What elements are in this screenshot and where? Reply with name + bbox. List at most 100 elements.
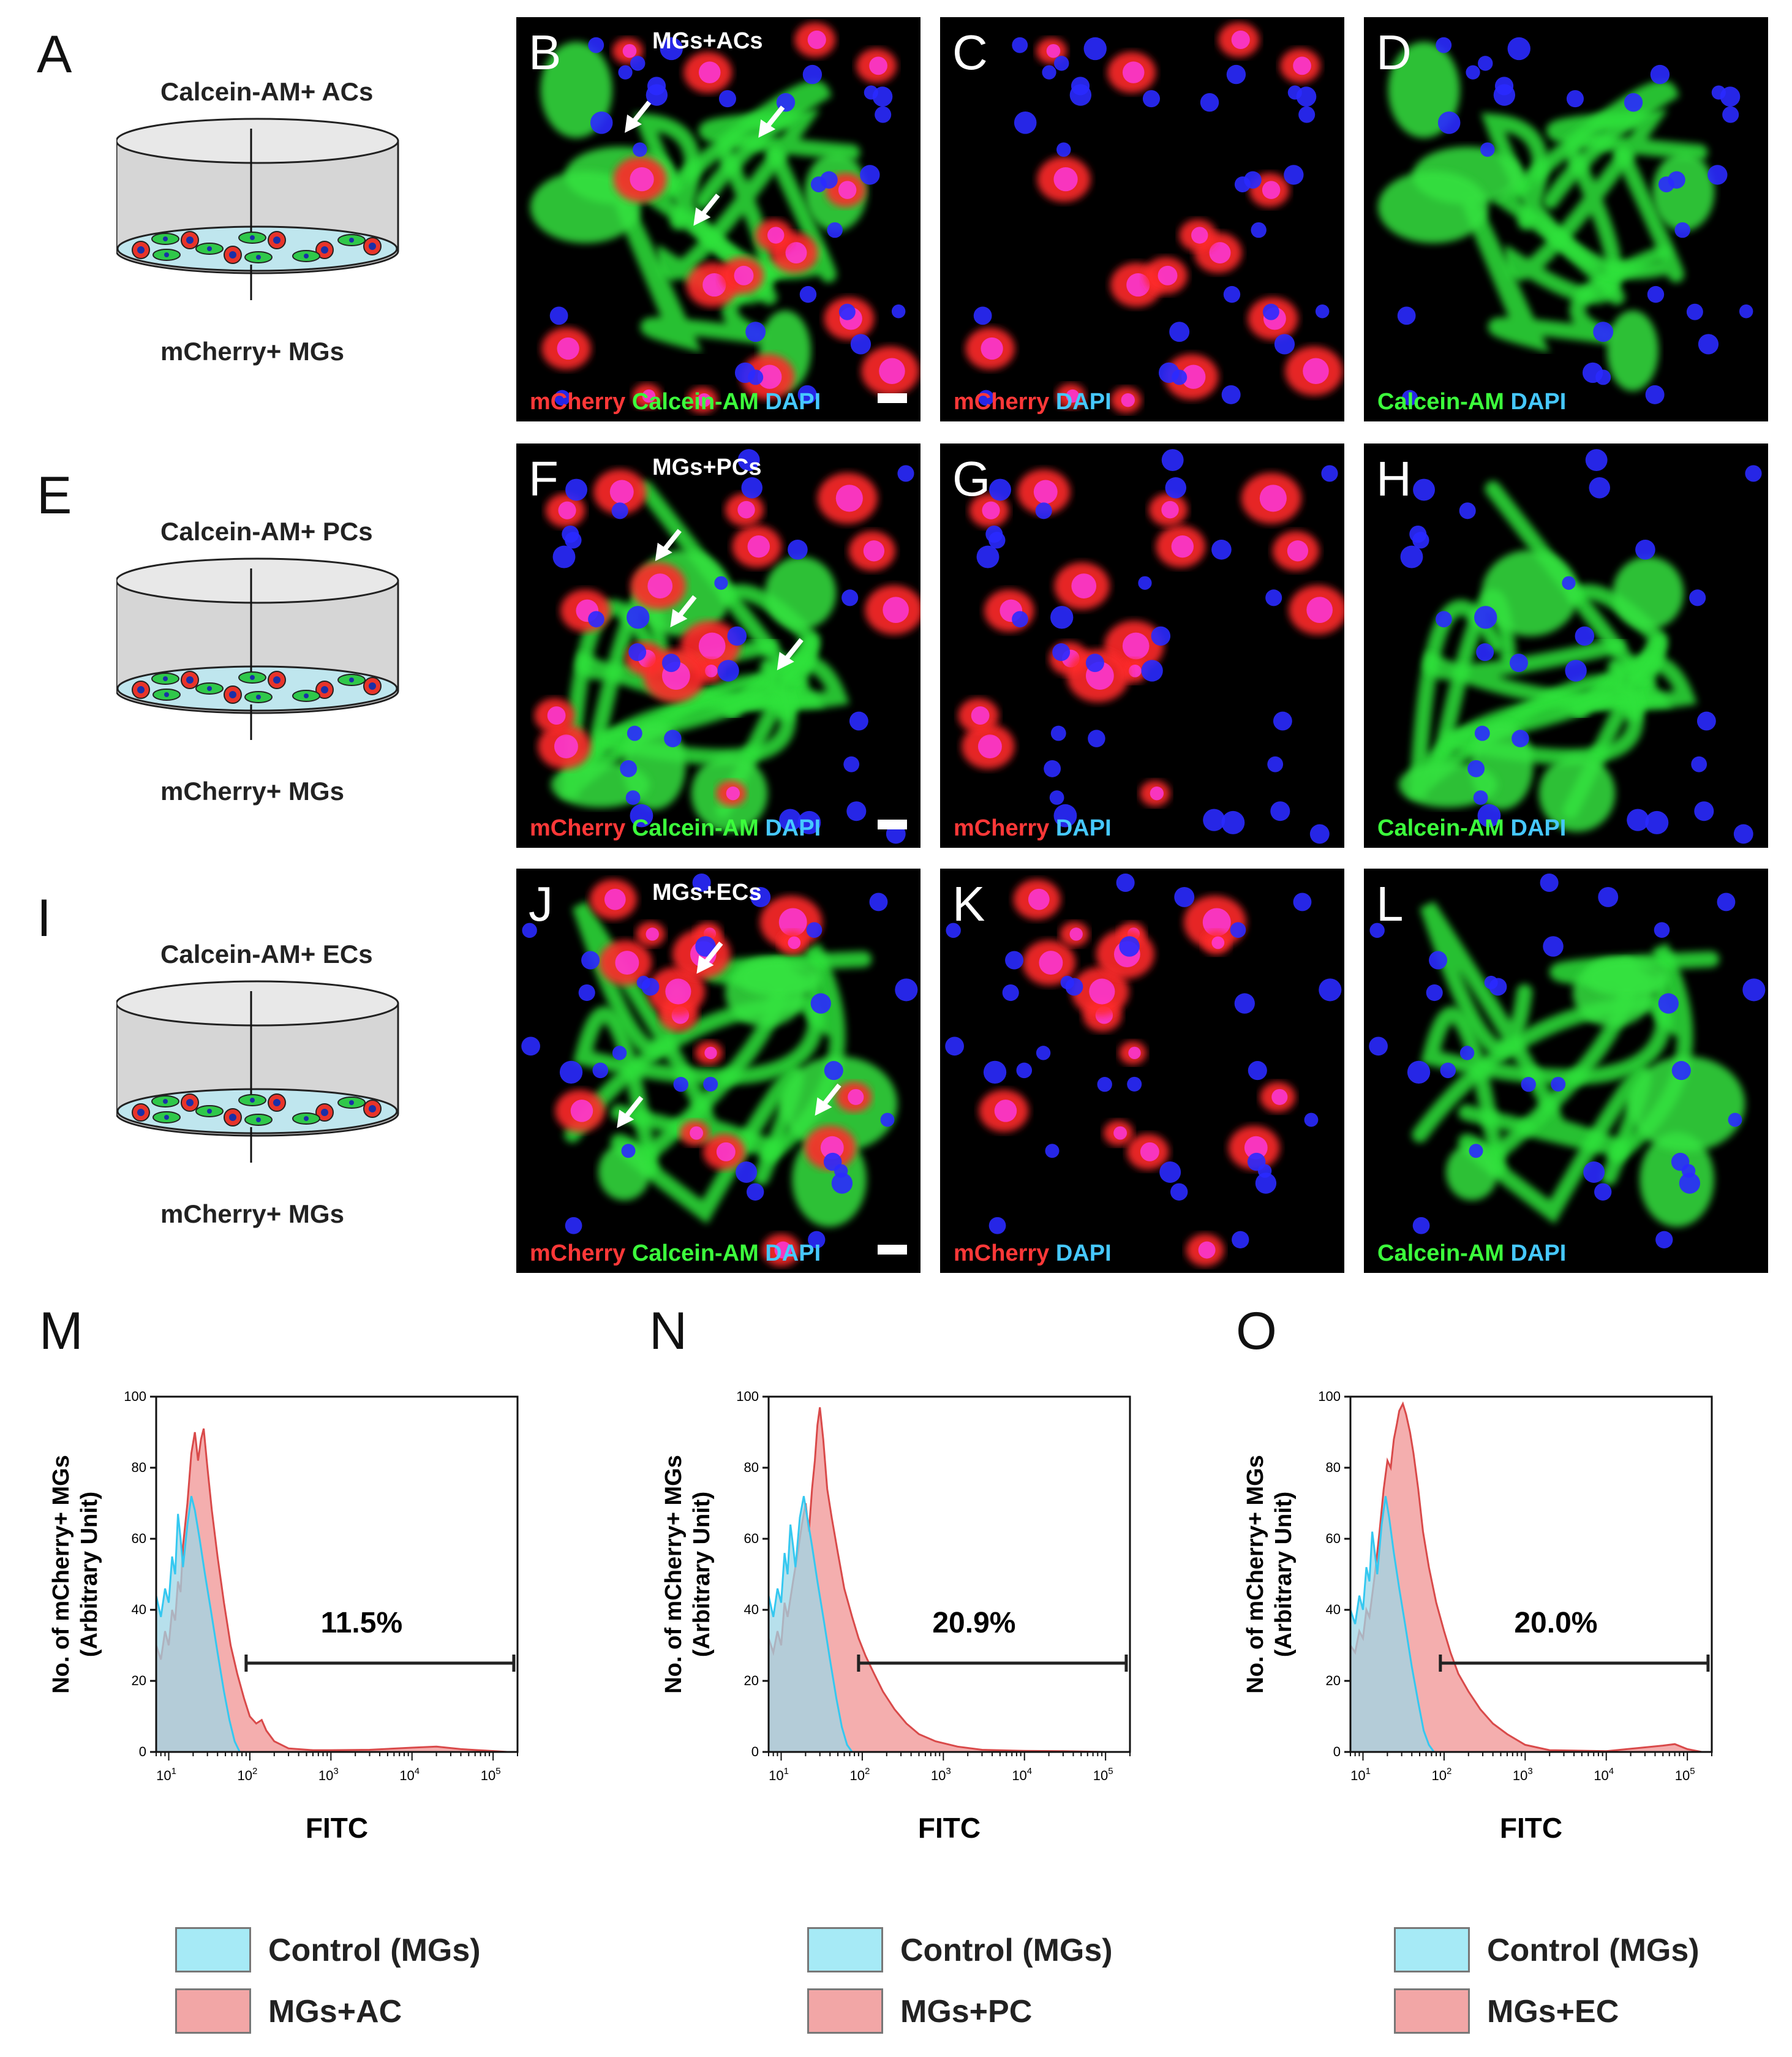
merge-title: MGs+ECs	[652, 880, 762, 905]
x-tick-label: 101	[156, 1766, 176, 1783]
y-axis-sublabel: (Arbitrary Unit)	[689, 1492, 715, 1657]
nucleus	[207, 1109, 212, 1114]
nucleus	[304, 693, 309, 698]
nucleus	[163, 676, 168, 681]
y-tick-label: 80	[744, 1460, 759, 1475]
caption-calcein: Calcein-AM	[1377, 815, 1504, 841]
legend-swatch-sample	[807, 1988, 883, 2034]
caption-dapi: DAPI	[1055, 389, 1112, 415]
y-axis-label: No. of mCherry+ MGs	[1243, 1455, 1268, 1694]
nucleus	[137, 686, 145, 693]
legend-swatch-control	[807, 1927, 883, 1972]
y-tick-label: 20	[1326, 1673, 1341, 1688]
gate-percentage: 20.9%	[932, 1607, 1015, 1639]
nucleus	[186, 676, 194, 684]
legend-swatch-control	[175, 1927, 251, 1972]
panel-letter-e: E	[37, 466, 72, 525]
x-tick-label: 103	[318, 1766, 339, 1783]
y-tick-label: 20	[744, 1673, 759, 1688]
x-tick-label: 102	[1432, 1766, 1452, 1783]
caption-mcherry: mCherry	[954, 1240, 1050, 1266]
nucleus	[321, 686, 328, 693]
y-axis-sublabel: (Arbitrary Unit)	[1271, 1492, 1297, 1657]
micrograph-merge-ec: J MGs+ECs mCherry Calcein-AM DAPI	[516, 869, 920, 1273]
x-tick-label: 101	[1350, 1766, 1371, 1783]
plot-frame	[767, 1395, 1131, 1753]
culture-dish-icon	[116, 980, 399, 1163]
dish-rim	[116, 118, 399, 164]
dish-bottom-label: mCherry+ MGs	[160, 777, 344, 806]
nucleus	[304, 254, 309, 259]
x-tick-label: 102	[238, 1766, 258, 1783]
x-tick-label: 103	[1513, 1766, 1533, 1783]
caption-dapi: DAPI	[1510, 1240, 1567, 1266]
nucleus	[137, 1109, 145, 1116]
panel-letter-d: D	[1376, 25, 1412, 80]
nucleus	[164, 1115, 169, 1120]
dish-bottom-label: mCherry+ MGs	[160, 337, 344, 366]
histogram-m: No. of mCherry+ MGs (Arbitrary Unit) 0 20 40…	[49, 1389, 519, 1844]
dish-rim	[116, 557, 399, 604]
dish-diagram-ac: Calcein-AM+ ACs mCherry+ MGs	[116, 55, 459, 374]
micrograph-green-ec: L Calcein-AM DAPI	[1364, 869, 1768, 1273]
micrograph-merge-ac: B MGs+ACs mCherry Calcein-AM DAPI	[516, 17, 920, 421]
nucleus	[304, 1116, 309, 1121]
legend-label: MGs+PC	[900, 1994, 1033, 2029]
dish-bottom-label: mCherry+ MGs	[160, 1199, 344, 1228]
y-tick-label: 40	[1326, 1602, 1341, 1617]
nucleus	[163, 1099, 168, 1104]
scale-bar	[878, 393, 907, 403]
nucleus	[163, 236, 168, 241]
micrograph-red-ec: K mCherry DAPI	[940, 869, 1344, 1273]
histogram-o: No. of mCherry+ MGs (Arbitrary Unit) 0 20 40…	[1243, 1389, 1713, 1844]
y-tick-label: 60	[744, 1531, 759, 1546]
merge-title: MGs+PCs	[652, 455, 762, 480]
micrograph-green-ac: D Calcein-AM DAPI	[1364, 17, 1768, 421]
caption-dapi: DAPI	[765, 1240, 821, 1266]
channel-caption: Calcein-AM DAPI	[1377, 1240, 1566, 1267]
culture-dish-icon	[116, 557, 399, 740]
caption-dapi: DAPI	[765, 815, 821, 841]
channel-caption: mCherry Calcein-AM DAPI	[530, 815, 821, 842]
scale-bar	[878, 1245, 907, 1255]
caption-mcherry: mCherry	[530, 815, 626, 841]
nucleus	[273, 676, 280, 684]
caption-mcherry: mCherry	[954, 389, 1050, 415]
legend-label: Control (MGs)	[268, 1933, 481, 1968]
y-tick-label: 0	[139, 1744, 146, 1759]
nucleus	[207, 686, 212, 691]
panel-letter-m: M	[39, 1302, 83, 1361]
legend-label: Control (MGs)	[900, 1933, 1113, 1968]
legend-swatch-control	[1394, 1927, 1470, 1972]
merge-title: MGs+ACs	[652, 28, 763, 54]
channel-caption: Calcein-AM DAPI	[1377, 389, 1566, 415]
y-axis-label: No. of mCherry+ MGs	[49, 1455, 74, 1694]
nucleus	[229, 691, 236, 698]
y-tick-label: 80	[1326, 1460, 1341, 1475]
x-tick-label: 104	[1594, 1766, 1614, 1783]
y-tick-label: 20	[132, 1673, 146, 1688]
panel-letter-o: O	[1236, 1302, 1277, 1361]
nucleus	[273, 1099, 280, 1106]
nucleus	[256, 255, 261, 260]
plot-frame	[1349, 1395, 1713, 1753]
caption-dapi: DAPI	[1510, 389, 1567, 415]
caption-dapi: DAPI	[1055, 815, 1112, 841]
nucleus	[137, 246, 145, 254]
legend-swatch-sample	[1394, 1988, 1470, 2034]
legend-o: Control (MGs) MGs+EC	[1394, 1927, 1774, 2050]
caption-mcherry: mCherry	[954, 815, 1050, 841]
panel-letter-h: H	[1376, 451, 1412, 506]
y-tick-label: 40	[744, 1602, 759, 1617]
micrograph-red-pc: G mCherry DAPI	[940, 443, 1344, 848]
histogram-n: No. of mCherry+ MGs (Arbitrary Unit) 0 20 40…	[661, 1389, 1131, 1844]
nucleus	[186, 1099, 194, 1106]
caption-calcein: Calcein-AM	[631, 815, 759, 841]
caption-calcein: Calcein-AM	[1377, 1240, 1504, 1266]
panel-letter-a: A	[37, 25, 72, 84]
control-histogram-line	[155, 1496, 241, 1753]
channel-caption: mCherry DAPI	[954, 815, 1112, 842]
panel-letter-f: F	[529, 451, 559, 506]
nucleus	[369, 682, 376, 690]
nucleus	[250, 1098, 255, 1103]
